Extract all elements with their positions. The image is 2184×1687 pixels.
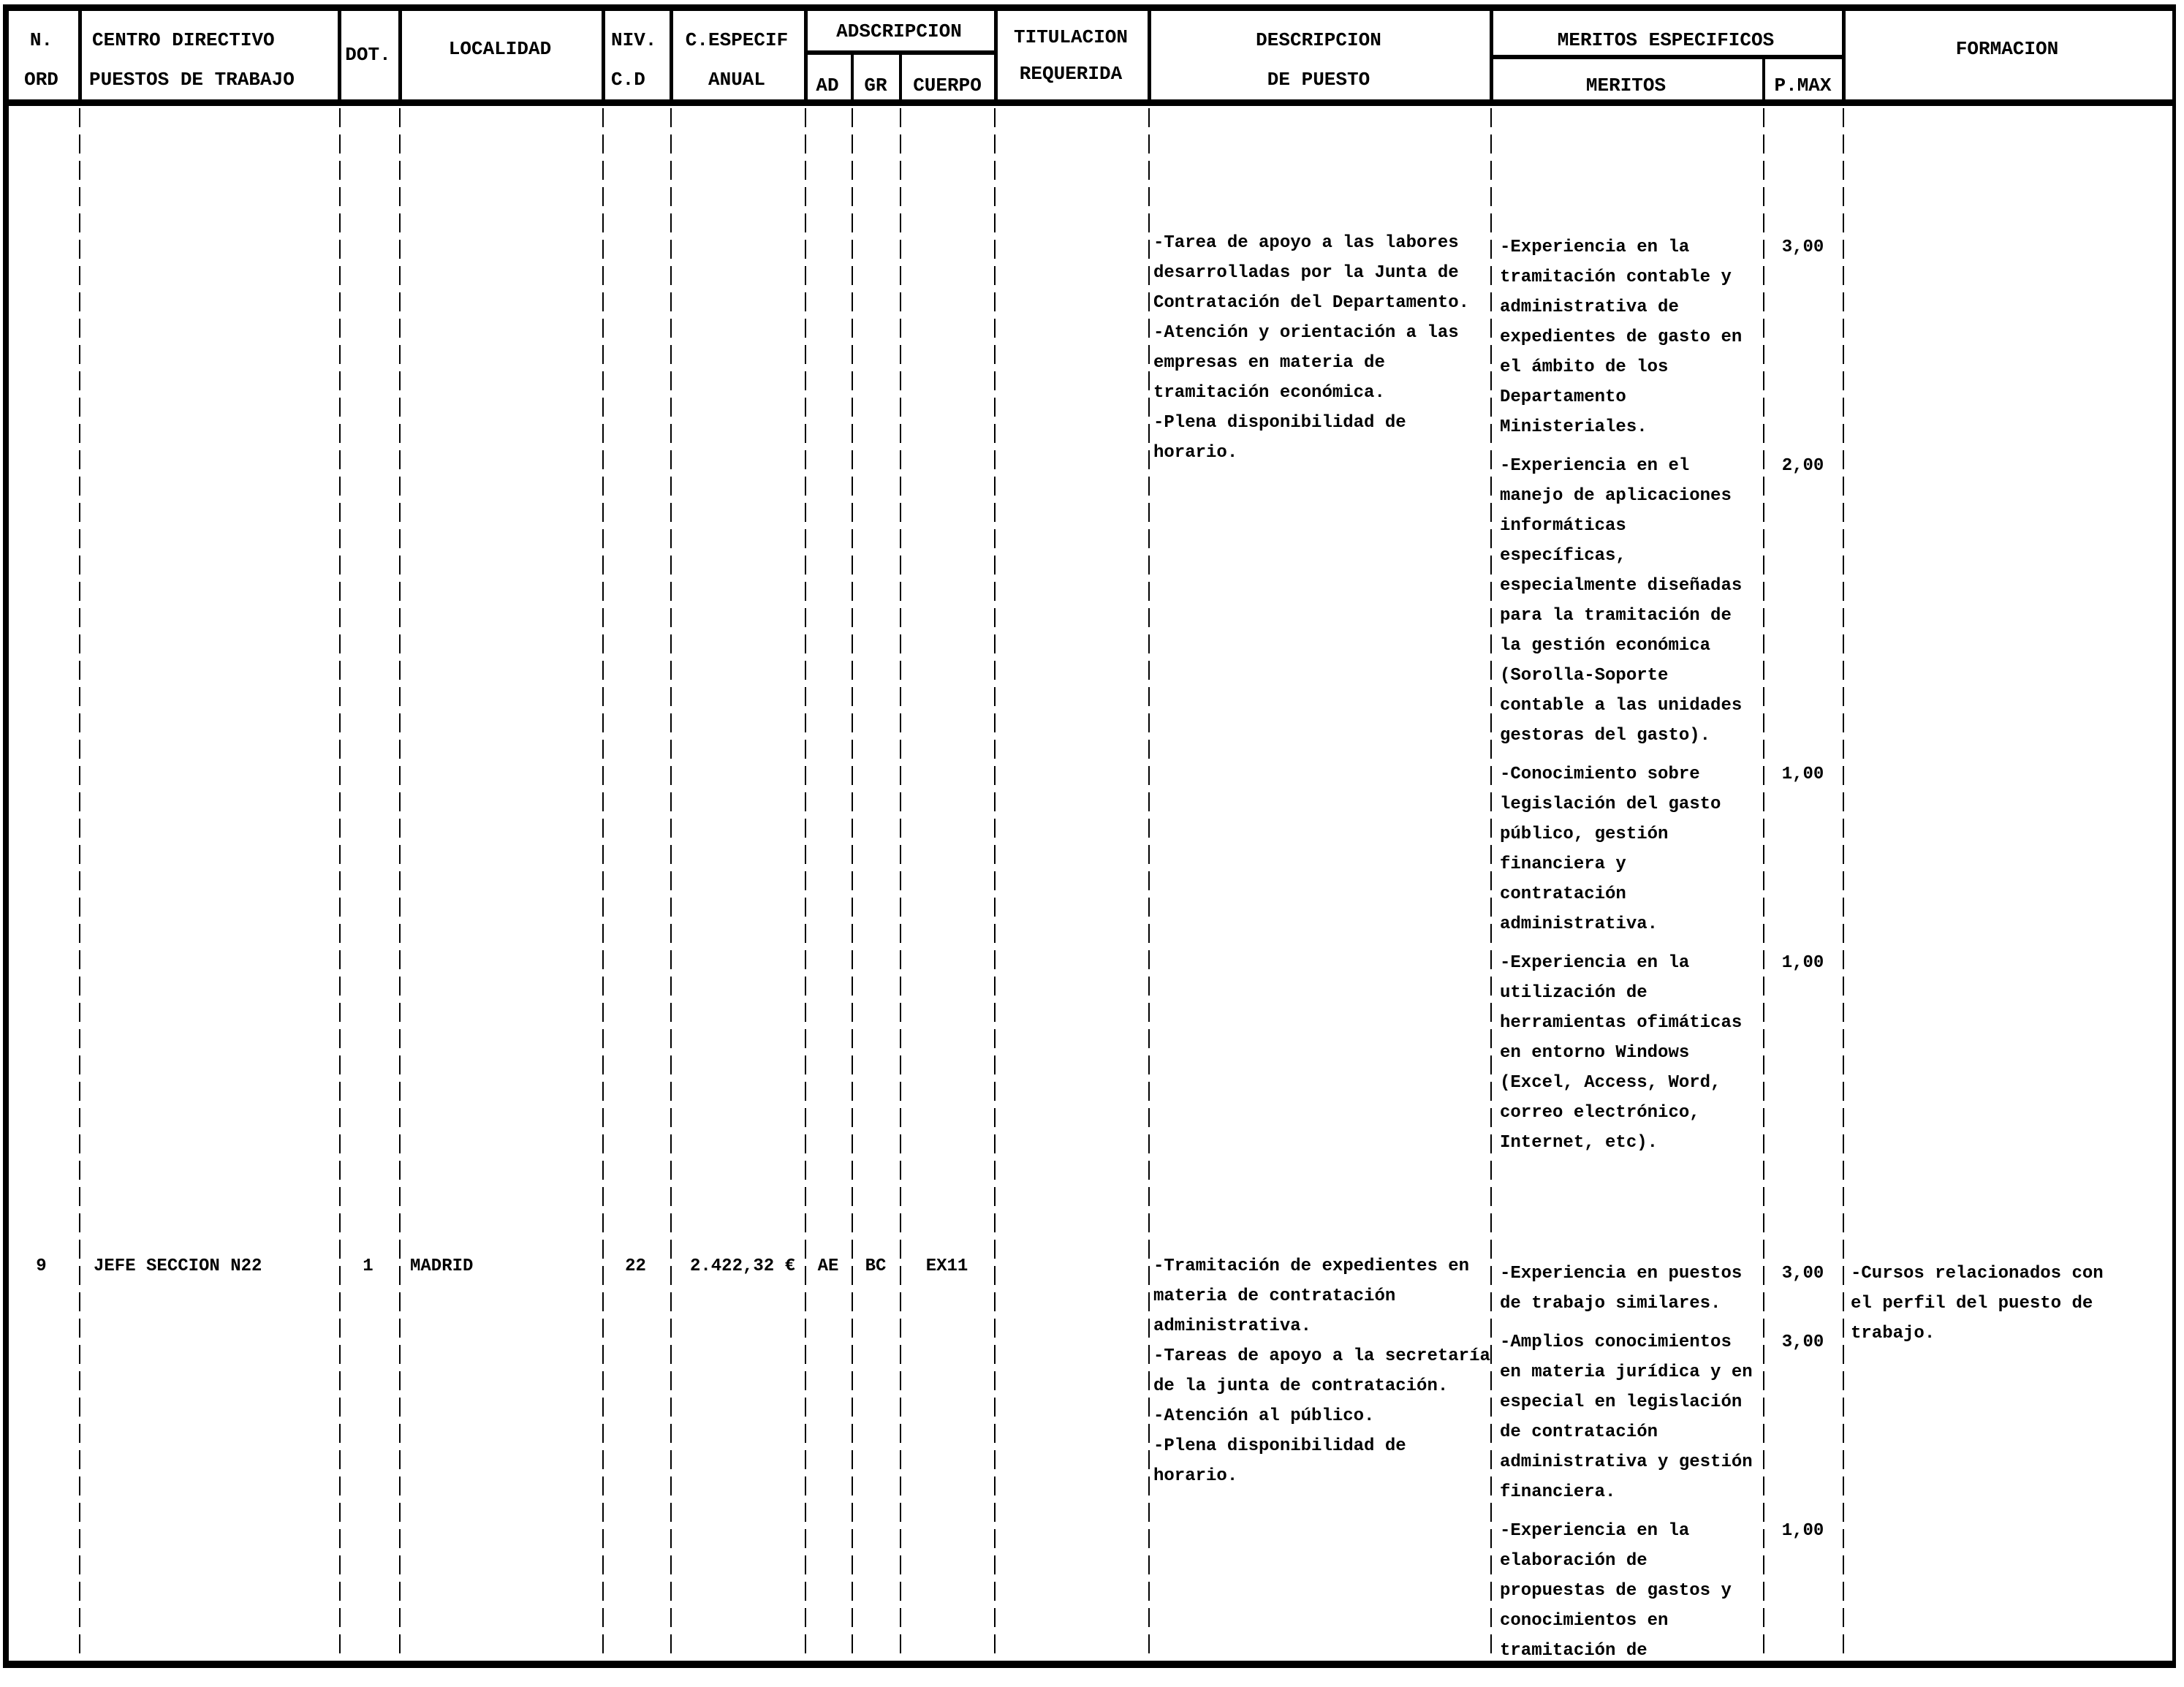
header-divider — [804, 4, 808, 106]
meritos-subdivider — [1762, 55, 1765, 106]
header-divider — [670, 4, 673, 106]
table-bottom-border — [3, 1661, 2176, 1668]
header-meritos-especificos: MERITOS ESPECIFICOS — [1557, 29, 1775, 51]
column-separator — [1763, 108, 1764, 1661]
column-separator — [602, 108, 604, 1661]
header-descripcion-line2: DE PUESTO — [1267, 69, 1370, 91]
table-left-border — [3, 4, 9, 1668]
merit-text: -Experiencia en la utilización de herram… — [1500, 953, 1743, 1153]
cell-meritos-especificos: -Experiencia en la tramitación contable … — [1500, 232, 1842, 1158]
header-cuerpo: CUERPO — [913, 75, 982, 96]
column-separator — [670, 108, 672, 1661]
column-separator — [399, 108, 401, 1661]
column-separator — [805, 108, 806, 1661]
merit-text: -Experiencia en el manejo de aplicacione… — [1500, 456, 1743, 746]
cell-formacion: -Cursos relacionados con el perfil del p… — [1851, 1264, 2104, 1343]
merit-block: -Experiencia en la utilización de herram… — [1500, 948, 1842, 1158]
merit-block: -Experiencia en la tramitación contable … — [1500, 232, 1842, 442]
cell-ad: AE — [817, 1256, 839, 1276]
merit-pmax-value: 1,00 — [1781, 953, 1824, 973]
cell-n-ord: 9 — [36, 1256, 47, 1276]
cell-gr: BC — [865, 1256, 887, 1276]
column-separator — [79, 108, 80, 1661]
merit-pmax-value: 3,00 — [1781, 1264, 1824, 1284]
header-formacion: FORMACION — [1955, 38, 2059, 60]
merit-block: -Experiencia en puestos de trabajo simil… — [1500, 1259, 1842, 1319]
merit-block: -Conocimiento sobre legislación del gast… — [1500, 759, 1842, 939]
header-titulacion-line1: TITULACION — [1013, 26, 1129, 48]
merit-pmax-value: 2,00 — [1781, 456, 1824, 476]
header-descripcion-line1: DESCRIPCION — [1256, 29, 1381, 51]
cell-c-especif-anual: 2.422,32 € — [689, 1256, 795, 1276]
header-divider — [398, 4, 402, 106]
header-titulacion-line2: REQUERIDA — [1019, 63, 1123, 85]
header-centro-directivo-line2: PUESTOS DE TRABAJO — [89, 69, 295, 91]
cell-localidad: MADRID — [410, 1256, 474, 1276]
merit-text: -Experiencia en la elaboración de propue… — [1500, 1521, 1732, 1661]
merit-block: -Experiencia en la elaboración de propue… — [1500, 1516, 1842, 1666]
cell-dot: 1 — [363, 1256, 374, 1276]
column-separator — [1148, 108, 1150, 1661]
table-top-border — [3, 4, 2176, 11]
header-meritos: MERITOS — [1585, 75, 1667, 96]
merit-pmax-value: 1,00 — [1781, 765, 1824, 784]
header-centro-directivo-line1: CENTRO DIRECTIVO — [92, 29, 275, 51]
header-gr: GR — [864, 75, 887, 96]
column-separator — [900, 108, 901, 1661]
header-divider — [994, 4, 998, 106]
merit-text: -Conocimiento sobre legislación del gast… — [1500, 765, 1721, 934]
header-dot: DOT. — [345, 44, 391, 66]
cell-meritos-especificos: -Experiencia en puestos de trabajo simil… — [1500, 1259, 1842, 1666]
adscripcion-subdivider — [899, 50, 902, 106]
cell-puesto-trabajo: JEFE SECCION N22 — [94, 1256, 262, 1276]
header-divider — [1148, 4, 1151, 106]
adscripcion-subdivider — [851, 50, 854, 106]
header-ad: AD — [816, 75, 839, 96]
header-c-especif-line2: ANUAL — [708, 69, 765, 91]
column-separator — [852, 108, 853, 1661]
header-n-ord-line2: ORD — [24, 69, 58, 91]
meritos-subheader-divider — [1490, 55, 1845, 59]
cell-descripcion-puesto: -Tramitación de expedientes en materia d… — [1153, 1256, 1490, 1486]
column-separator — [994, 108, 996, 1661]
header-adscripcion: ADSCRIPCION — [836, 20, 962, 42]
merit-text: -Experiencia en la tramitación contable … — [1500, 238, 1743, 437]
cell-descripcion-puesto: -Tarea de apoyo a las labores desarrolla… — [1153, 233, 1470, 463]
merit-block: -Experiencia en el manejo de aplicacione… — [1500, 451, 1842, 751]
merit-text: -Amplios conocimientos en materia jurídi… — [1500, 1332, 1753, 1502]
column-separator — [339, 108, 341, 1661]
header-localidad: LOCALIDAD — [448, 38, 552, 60]
header-niv-line1: NIV. — [611, 29, 657, 51]
merit-pmax-value: 3,00 — [1781, 1332, 1824, 1352]
cell-niv-cd: 22 — [625, 1256, 646, 1276]
header-niv-line2: C.D — [611, 69, 645, 91]
header-divider — [78, 4, 82, 106]
column-separator — [1490, 108, 1492, 1661]
column-separator — [1843, 108, 1844, 1661]
table-right-border — [2172, 4, 2176, 1668]
header-c-especif-line1: C.ESPECIF — [685, 29, 789, 51]
header-n-ord-line1: N. — [29, 29, 53, 51]
header-divider — [338, 4, 341, 106]
merit-pmax-value: 3,00 — [1781, 238, 1824, 257]
merit-pmax-value: 1,00 — [1781, 1521, 1824, 1541]
header-bottom-border — [3, 99, 2176, 106]
header-pmax: P.MAX — [1774, 75, 1832, 96]
header-divider — [602, 4, 605, 106]
merit-block: -Amplios conocimientos en materia jurídi… — [1500, 1327, 1842, 1507]
cell-cuerpo: EX11 — [925, 1256, 968, 1276]
merit-text: -Experiencia en puestos de trabajo simil… — [1500, 1264, 1743, 1313]
